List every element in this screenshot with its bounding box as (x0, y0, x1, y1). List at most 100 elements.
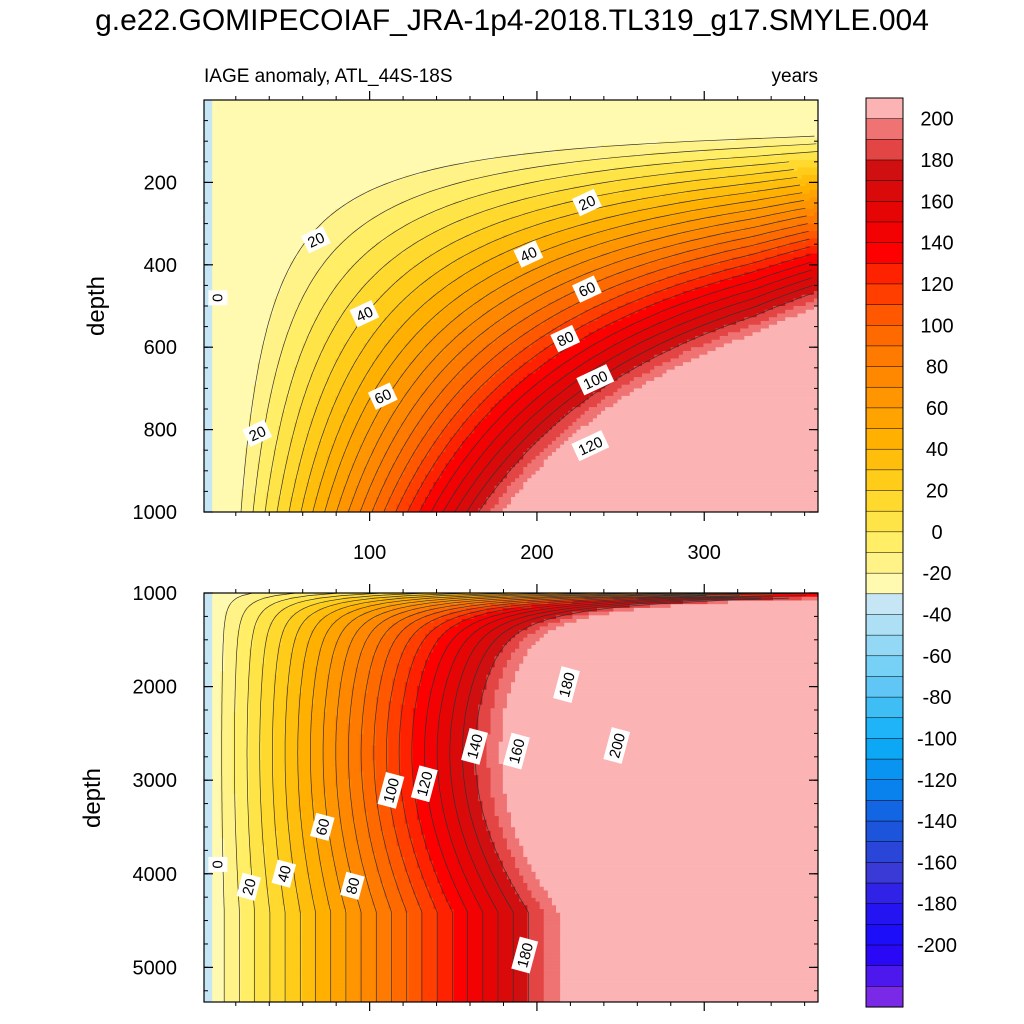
upper-panel-xtick-label: 200 (520, 542, 553, 564)
contour-label-bg (553, 666, 580, 703)
contour-line (418, 254, 811, 512)
upper-panel-ytick-label: 600 (144, 337, 177, 359)
contour-line (221, 593, 253, 1002)
colorbar-swatch (865, 448, 904, 471)
contour-label-text: 20 (239, 877, 260, 898)
contour-label: 20 (300, 225, 331, 254)
colorbar-swatch (865, 820, 904, 843)
contour-label-bg (236, 872, 261, 901)
contour-line (288, 169, 794, 512)
contour-line (383, 230, 809, 512)
contour-line (300, 176, 798, 512)
colorbar-swatch (865, 469, 904, 492)
contour-label-text: 80 (343, 876, 364, 897)
contour-label: 80 (550, 324, 581, 353)
contour-label-bg (461, 727, 488, 765)
contour-line (240, 135, 815, 512)
colorbar-label: 80 (926, 357, 948, 379)
colorbar-label: -80 (923, 687, 952, 709)
colorbar-swatch (865, 97, 904, 120)
contour-label: 200 (603, 727, 631, 764)
upper-panel-ytick-label: 1000 (133, 502, 178, 524)
colorbar-swatch (865, 903, 904, 925)
contour-label-bg (208, 856, 228, 872)
colorbar-swatch (865, 862, 904, 884)
colorbar-swatch (865, 428, 904, 450)
colorbar-swatch (865, 201, 904, 223)
contour-label-bg (511, 936, 539, 974)
upper-panel-xtick-label: 100 (353, 542, 386, 564)
colorbar-swatch (865, 634, 904, 657)
colorbar-label: 200 (920, 109, 953, 131)
contour-label: 60 (310, 812, 335, 841)
colorbar-swatch (865, 304, 904, 326)
colorbar-swatch (865, 283, 904, 306)
colorbar-swatch (865, 593, 904, 616)
contour-label-bg (310, 812, 335, 841)
contour-line (454, 277, 813, 512)
colorbar-swatch (865, 490, 904, 512)
lower-panel-ytick-label: 4000 (133, 864, 178, 886)
contour-line (398, 595, 707, 1002)
contour-line (246, 593, 340, 1002)
contour-line (348, 593, 688, 1002)
contour-label-text: 40 (274, 864, 295, 885)
contour-label-bg (208, 290, 228, 306)
contour-label-bg (271, 859, 297, 888)
upper-panel: 200 400 600 800 1000 100 200 300 0 20 20 20 40 40 60 6… (83, 66, 819, 564)
contour-label-bg (367, 382, 398, 410)
contour-line (324, 192, 803, 512)
contour-line (264, 151, 818, 512)
colorbar-swatch (865, 696, 904, 719)
contour-label-text: 40 (354, 303, 376, 325)
colorbar-swatch (865, 263, 904, 285)
colorbar-frame (865, 97, 904, 1008)
contour-label: 60 (571, 275, 602, 303)
upper-panel-title: IAGE anomaly, ATL_44S-18S (204, 66, 453, 87)
colorbar-swatch (865, 738, 904, 760)
contour-line (284, 593, 470, 1002)
colorbar-label: 180 (920, 150, 953, 172)
contour-line (449, 597, 734, 1002)
contour-line (462, 597, 762, 1002)
colorbar-swatch (865, 841, 904, 863)
contour-line (407, 246, 811, 512)
contour-line (442, 269, 812, 512)
contour-line (297, 593, 514, 1002)
colorbar-swatch (865, 800, 904, 822)
contour-label: 20 (236, 872, 261, 901)
contour-label-text: 40 (518, 244, 540, 266)
contour-label-bg (571, 430, 610, 462)
contour-line (395, 238, 810, 512)
contour-label: 0 (208, 290, 228, 306)
colorbar-swatch (865, 510, 904, 533)
colorbar-label: 100 (920, 315, 953, 337)
contour-label-bg (550, 324, 581, 353)
contour-label-bg (410, 765, 438, 803)
contour-line (272, 593, 427, 1002)
contour-line (373, 593, 774, 1002)
lower-panel: 1000 2000 3000 4000 5000 0 20 40 60 80 100 120 140 1… (79, 583, 819, 1011)
contour-label: 100 (377, 771, 405, 809)
colorbar-label: 160 (920, 191, 953, 213)
contour-label-bg (576, 364, 615, 396)
lower-panel-contour-labels: 0 20 40 60 80 100 120 140 160 180 200 180 (208, 666, 631, 974)
colorbar-swatch (865, 717, 904, 739)
upper-panel-ytick-label: 400 (144, 255, 177, 277)
contour-label-text: 80 (554, 328, 576, 350)
colorbar-swatch (865, 242, 904, 264)
contour-label: 20 (571, 188, 602, 217)
upper-panel-ytick-label: 800 (144, 420, 177, 442)
contour-label-text: 0 (208, 294, 225, 302)
colorbar-label: -120 (917, 770, 957, 792)
contour-label-text: 160 (506, 737, 529, 766)
contour-label-bg (513, 240, 544, 268)
colorbar-swatch (865, 325, 904, 347)
contour-line (234, 593, 296, 1002)
colorbar-swatch (865, 779, 904, 801)
contour-label: 80 (340, 871, 365, 900)
contour-label-bg (571, 188, 602, 217)
contour-label-bg (377, 771, 405, 809)
